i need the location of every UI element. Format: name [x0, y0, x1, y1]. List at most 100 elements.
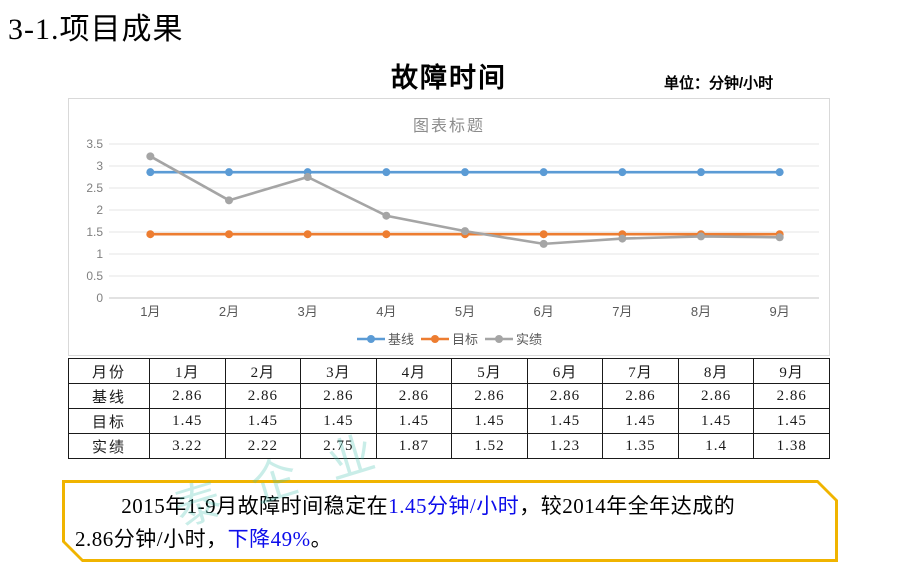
y-tick-label: 2 [96, 203, 103, 217]
data-point-marker [382, 230, 391, 239]
table-cell: 1.45 [602, 408, 679, 434]
table-row-label: 目标 [68, 408, 150, 434]
table-cell: 2.86 [602, 383, 679, 409]
chart-panel: 0 0.5 1 1.5 2 2.5 3 3.5 1月 2月 3月 4月 5月 6月 7月 8月 9月 图表标题 … [68, 98, 830, 356]
table-cell: 7月 [602, 358, 679, 384]
x-tick-label: 3月 [298, 304, 318, 319]
summary-segment: 2015年1-9月故障时间稳定在 [121, 494, 389, 518]
data-point-marker [618, 168, 627, 177]
summary-segment: 1.45分钟/小时 [388, 494, 520, 518]
x-tick-label: 9月 [770, 304, 790, 319]
table-cell: 5月 [451, 358, 528, 384]
table-header-row: 月份 1月 2月 3月 4月 5月 6月 7月 8月 9月 [68, 358, 830, 384]
y-tick-label: 3.5 [86, 137, 103, 151]
data-point-marker [539, 168, 548, 177]
data-point-marker [225, 168, 233, 177]
data-table: 月份 1月 2月 3月 4月 5月 6月 7月 8月 9月 基线 2.86 2.86 2.86 2.86 2.… [68, 358, 830, 459]
table-cell: 1.45 [526, 408, 604, 434]
table-row-label: 基线 [68, 383, 150, 409]
summary-box: 2015年1-9月故障时间稳定在1.45分钟/小时，较2014年全年达成的 2.8… [62, 480, 838, 562]
table-cell: 2.86 [375, 383, 453, 409]
data-point-marker [225, 196, 233, 205]
table-cell: 1.45 [149, 408, 226, 434]
table-cell: 4月 [375, 358, 453, 384]
summary-segment: 2.86分钟/小时， [75, 527, 228, 551]
table-row-label: 月份 [68, 358, 150, 384]
table-cell: 1.4 [677, 433, 755, 459]
summary-segment: ，较2014年全年达成的 [519, 494, 736, 518]
data-point-marker [697, 232, 705, 241]
table-cell: 1.35 [602, 433, 679, 459]
table-row: 实绩 3.22 2.22 2.75 1.87 1.52 1.23 1.35 1.4 1.38 [68, 433, 830, 459]
table-cell: 1.45 [375, 408, 453, 434]
data-point-marker [146, 230, 155, 239]
legend-label: 实绩 [516, 332, 543, 347]
legend-item: 基线 [356, 329, 414, 348]
x-tick-label: 6月 [534, 304, 554, 319]
data-point-marker [382, 168, 391, 177]
data-point-marker [539, 230, 548, 239]
data-point-marker [697, 168, 705, 177]
table-cell: 6月 [526, 358, 604, 384]
table-cell: 2.75 [300, 433, 377, 459]
legend-item: 目标 [420, 329, 478, 348]
chart-heading: 故障时间 [391, 63, 507, 93]
data-point-marker [303, 230, 312, 239]
data-point-marker [618, 234, 627, 243]
table-row-label: 实绩 [68, 433, 150, 459]
page-title: 3-1.项目成果 [8, 13, 184, 46]
data-point-marker [461, 168, 469, 177]
legend-swatch-icon [356, 334, 385, 343]
table-cell: 2.86 [451, 383, 528, 409]
data-point-marker [775, 168, 784, 177]
table-cell: 3.22 [149, 433, 226, 459]
legend-swatch-icon [420, 334, 449, 343]
table-cell: 1.38 [753, 433, 830, 459]
chart-inner-title: 图表标题 [412, 118, 485, 135]
legend-label: 基线 [387, 332, 414, 347]
data-point-marker [775, 233, 784, 242]
x-tick-label: 4月 [376, 304, 396, 319]
table-cell: 1.87 [375, 433, 453, 459]
table-cell: 1.45 [300, 408, 377, 434]
data-point-marker [225, 230, 233, 239]
table-cell: 2.86 [300, 383, 377, 409]
table-cell: 2.22 [224, 433, 302, 459]
unit-label: 单位：分钟/小时 [664, 75, 774, 92]
table-cell: 2月 [224, 358, 302, 384]
y-tick-label: 0 [96, 291, 103, 305]
y-tick-label: 3 [96, 159, 103, 173]
summary-inner: 2015年1-9月故障时间稳定在1.45分钟/小时，较2014年全年达成的 2.8… [65, 483, 835, 559]
data-point-marker [303, 173, 312, 181]
table-cell: 1.23 [526, 433, 604, 459]
data-point-marker [539, 239, 548, 248]
table-cell: 2.86 [149, 383, 226, 409]
y-tick-label: 0.5 [86, 269, 103, 283]
table-cell: 2.86 [753, 383, 830, 409]
x-tick-label: 7月 [612, 304, 632, 319]
table-row: 目标 1.45 1.45 1.45 1.45 1.45 1.45 1.45 1.45 1.45 [68, 408, 830, 434]
table-cell: 1.52 [451, 433, 528, 459]
table-cell: 1.45 [224, 408, 302, 434]
table-cell: 2.86 [526, 383, 604, 409]
table-row: 基线 2.86 2.86 2.86 2.86 2.86 2.86 2.86 2.86 2.86 [68, 383, 830, 409]
summary-segment: 下降49% [227, 527, 311, 551]
data-point-marker [461, 227, 469, 236]
line-chart: 0 0.5 1 1.5 2 2.5 3 3.5 1月 2月 3月 4月 5月 6月 7月 8月 9月 [86, 137, 819, 319]
x-tick-label: 1月 [140, 304, 160, 319]
y-tick-label: 2.5 [86, 181, 103, 195]
y-tick-label: 1.5 [86, 225, 103, 239]
table-cell: 2.86 [224, 383, 302, 409]
x-tick-label: 5月 [455, 304, 475, 319]
table-cell: 3月 [300, 358, 377, 384]
data-point-marker [382, 211, 391, 220]
legend-item: 实绩 [484, 329, 542, 348]
chart-legend: 基线 目标 实绩 [69, 329, 829, 348]
summary-segment: 。 [310, 527, 333, 551]
table-cell: 1月 [149, 358, 226, 384]
table-cell: 2.86 [677, 383, 755, 409]
table-cell: 9月 [753, 358, 830, 384]
summary-text: 2015年1-9月故障时间稳定在1.45分钟/小时，较2014年全年达成的 2.8… [65, 483, 835, 556]
data-point-marker [146, 168, 155, 177]
table-cell: 8月 [677, 358, 755, 384]
